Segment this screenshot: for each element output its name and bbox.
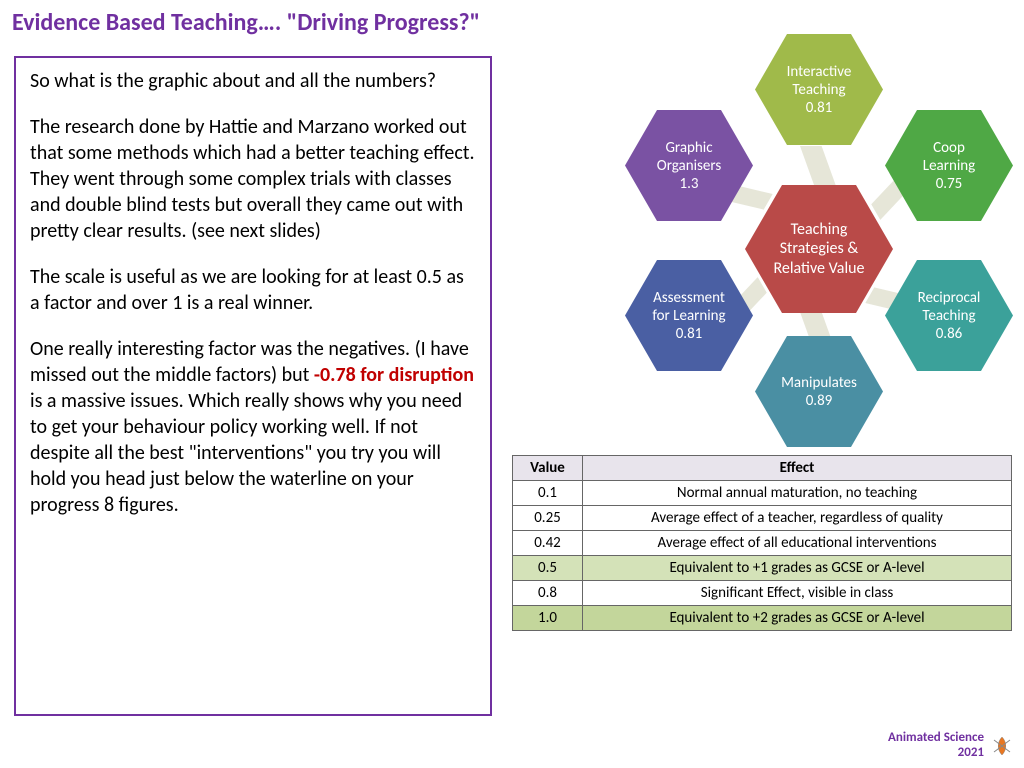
logo-icon bbox=[990, 734, 1014, 758]
table-row: 1.0Equivalent to +2 grades as GCSE or A-… bbox=[513, 606, 1012, 631]
cell-effect: Normal annual maturation, no teaching bbox=[583, 481, 1012, 506]
table-row: 0.5Equivalent to +1 grades as GCSE or A-… bbox=[513, 556, 1012, 581]
cell-effect: Significant Effect, visible in class bbox=[583, 581, 1012, 606]
cell-value: 0.5 bbox=[513, 556, 583, 581]
col-value: Value bbox=[513, 456, 583, 481]
hex-node-2: ReciprocalTeaching0.86 bbox=[885, 260, 1013, 371]
hex-node-0: InteractiveTeaching0.81 bbox=[755, 34, 883, 145]
disruption-highlight: -0.78 for disruption bbox=[314, 363, 474, 387]
table-row: 0.25Average effect of a teacher, regardl… bbox=[513, 506, 1012, 531]
cell-value: 0.1 bbox=[513, 481, 583, 506]
cell-value: 0.8 bbox=[513, 581, 583, 606]
table-row: 0.8Significant Effect, visible in class bbox=[513, 581, 1012, 606]
explanation-textbox: So what is the graphic about and all the… bbox=[14, 56, 492, 716]
slide-title: Evidence Based Teaching…. "Driving Progr… bbox=[12, 8, 480, 37]
cell-effect: Average effect of a teacher, regardless … bbox=[583, 506, 1012, 531]
hex-node-5: GraphicOrganisers1.3 bbox=[625, 110, 753, 221]
para-4: One really interesting factor was the ne… bbox=[30, 336, 476, 518]
table-row: 0.1Normal annual maturation, no teaching bbox=[513, 481, 1012, 506]
cell-value: 1.0 bbox=[513, 606, 583, 631]
para-3: The scale is useful as we are looking fo… bbox=[30, 264, 476, 316]
cell-effect: Equivalent to +1 grades as GCSE or A-lev… bbox=[583, 556, 1012, 581]
hex-node-3: Manipulates0.89 bbox=[755, 336, 883, 447]
hex-node-1: CoopLearning0.75 bbox=[885, 110, 1013, 221]
hexagon-diagram: TeachingStrategies &Relative ValueIntera… bbox=[510, 20, 1015, 440]
cell-value: 0.42 bbox=[513, 531, 583, 556]
para-1: So what is the graphic about and all the… bbox=[30, 68, 476, 94]
cell-value: 0.25 bbox=[513, 506, 583, 531]
cell-effect: Average effect of all educational interv… bbox=[583, 531, 1012, 556]
footer-credit: Animated Science 2021 bbox=[888, 731, 984, 760]
col-effect: Effect bbox=[583, 456, 1012, 481]
hex-node-4: Assessmentfor Learning0.81 bbox=[625, 260, 753, 371]
effect-table: Value Effect 0.1Normal annual maturation… bbox=[512, 455, 1012, 631]
table-row: 0.42Average effect of all educational in… bbox=[513, 531, 1012, 556]
effect-table-wrap: Value Effect 0.1Normal annual maturation… bbox=[512, 455, 1012, 631]
cell-effect: Equivalent to +2 grades as GCSE or A-lev… bbox=[583, 606, 1012, 631]
para-2: The research done by Hattie and Marzano … bbox=[30, 114, 476, 244]
hex-connector bbox=[800, 146, 836, 186]
